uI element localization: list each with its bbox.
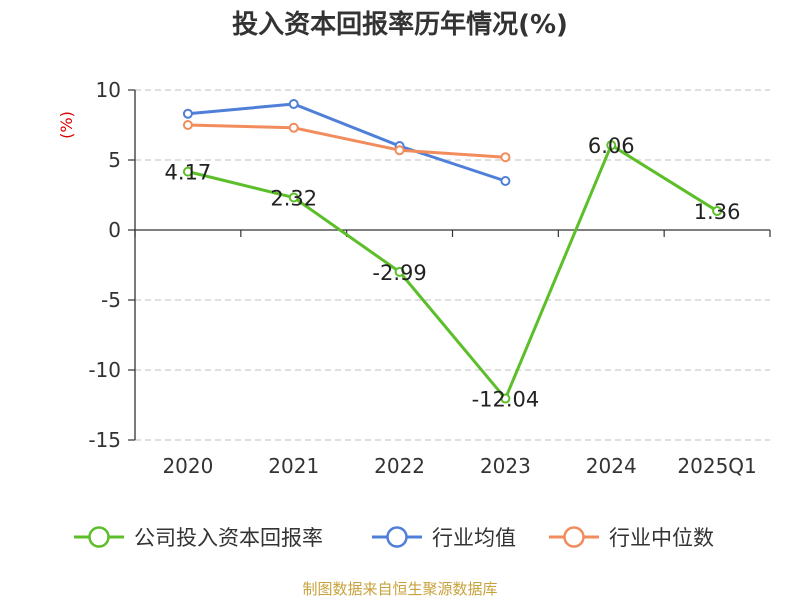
data-point bbox=[182, 120, 193, 130]
y-tick-label: -15 bbox=[88, 428, 121, 452]
source-note: 制图数据来自恒生聚源数据库 bbox=[302, 580, 497, 598]
data-point bbox=[182, 108, 193, 119]
legend-item: 行业中位数 bbox=[549, 526, 714, 550]
x-tick-label: 2023 bbox=[480, 454, 531, 478]
x-tick-label: 2021 bbox=[268, 454, 319, 478]
series-line bbox=[187, 143, 718, 401]
data-point bbox=[500, 176, 511, 186]
legend-item: 公司投入资本回报率 bbox=[74, 526, 323, 550]
x-tick-label: 2025Q1 bbox=[677, 454, 756, 478]
data-label: 6.06 bbox=[588, 134, 635, 158]
data-point bbox=[712, 205, 723, 216]
y-tick-label: 10 bbox=[96, 78, 121, 102]
series-line bbox=[187, 123, 506, 159]
grid-lines bbox=[135, 89, 770, 441]
data-label: -12.04 bbox=[472, 388, 540, 412]
y-tick-label: -5 bbox=[101, 288, 121, 312]
x-axis: 2020 2021 2022 2023 2024 2025Q1 bbox=[134, 229, 771, 478]
legend-label: 行业中位数 bbox=[609, 526, 714, 550]
data-label: -2.99 bbox=[372, 261, 426, 285]
x-tick-label: 2020 bbox=[162, 454, 213, 478]
legend-label: 行业均值 bbox=[432, 526, 516, 550]
chart-title: 投入资本回报率历年情况(%) bbox=[232, 9, 568, 40]
data-point bbox=[500, 393, 511, 404]
data-point bbox=[500, 152, 511, 163]
y-axis-label: (%) bbox=[57, 111, 76, 139]
legend-swatch-marker bbox=[88, 526, 110, 548]
data-point bbox=[606, 140, 617, 151]
x-tick-label: 2024 bbox=[586, 454, 637, 478]
legend-swatch-marker bbox=[386, 526, 408, 548]
y-axis: 10 5 0 -5 -10 -15 bbox=[88, 78, 136, 452]
series-group: 4.17 2.32 -2.99 -12.04 6.06 1.36 bbox=[165, 99, 741, 412]
y-tick-label: 5 bbox=[108, 148, 121, 172]
legend-item: 行业均值 bbox=[372, 526, 516, 550]
x-tick-label: 2022 bbox=[374, 454, 425, 478]
series-line bbox=[187, 102, 506, 183]
data-point bbox=[394, 266, 405, 277]
data-point bbox=[182, 166, 193, 177]
data-point bbox=[288, 192, 299, 203]
legend-swatch-marker bbox=[563, 526, 585, 548]
data-label: 2.32 bbox=[270, 187, 317, 211]
y-tick-label: 0 bbox=[108, 218, 121, 242]
legend: 公司投入资本回报率 行业均值 行业中位数 bbox=[74, 526, 714, 550]
data-point bbox=[288, 99, 299, 109]
data-point bbox=[288, 122, 299, 133]
data-point bbox=[394, 145, 405, 156]
legend-label: 公司投入资本回报率 bbox=[134, 526, 323, 550]
data-label: 1.36 bbox=[694, 200, 741, 224]
data-label: 4.17 bbox=[165, 161, 212, 185]
y-tick-label: -10 bbox=[88, 358, 121, 382]
